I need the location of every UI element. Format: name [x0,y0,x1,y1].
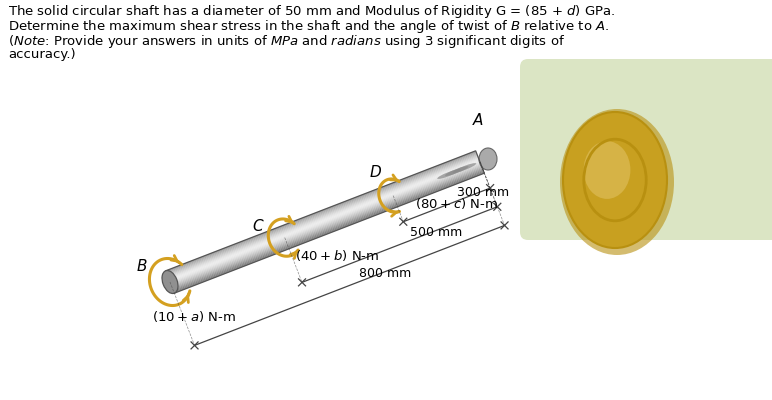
Polygon shape [166,151,476,272]
Text: $(80+c)$ N-m: $(80+c)$ N-m [415,196,499,211]
Polygon shape [171,164,481,284]
Polygon shape [170,161,480,282]
Text: $D$: $D$ [369,164,381,180]
Polygon shape [171,165,482,286]
Text: $C$: $C$ [252,218,265,234]
Ellipse shape [563,112,667,248]
Text: 500 mm: 500 mm [410,226,462,239]
Text: Determine the maximum shear stress in the shaft and the angle of twist of $B$ re: Determine the maximum shear stress in th… [8,18,609,35]
Polygon shape [174,171,484,292]
Polygon shape [166,152,476,273]
Polygon shape [169,160,479,281]
Polygon shape [174,172,484,293]
Polygon shape [169,159,479,280]
Polygon shape [171,163,481,284]
Polygon shape [167,153,477,274]
Text: $B$: $B$ [136,258,147,274]
Polygon shape [172,168,482,289]
Polygon shape [173,170,483,291]
Text: The solid circular shaft has a diameter of 50 mm and Modulus of Rigidity G = (85: The solid circular shaft has a diameter … [8,3,615,20]
Text: $A$: $A$ [472,112,484,128]
Ellipse shape [452,163,476,173]
Polygon shape [173,169,483,290]
Ellipse shape [584,141,631,199]
Text: 800 mm: 800 mm [360,267,411,280]
Polygon shape [170,162,480,283]
Polygon shape [174,172,484,292]
Ellipse shape [479,148,497,170]
Ellipse shape [162,270,178,294]
Polygon shape [171,166,482,286]
Ellipse shape [437,169,461,179]
Polygon shape [173,170,483,290]
Polygon shape [168,158,479,279]
Polygon shape [167,154,477,274]
Polygon shape [168,157,479,278]
Text: ($\it{Note}$: Provide your answers in units of $\it{MPa}$ and $\it{radians}$ usi: ($\it{Note}$: Provide your answers in un… [8,33,565,50]
Ellipse shape [560,109,674,255]
Polygon shape [168,155,478,276]
Polygon shape [168,158,479,278]
Polygon shape [169,160,479,280]
Polygon shape [168,156,478,277]
Polygon shape [167,154,477,275]
Text: 300 mm: 300 mm [457,186,509,200]
Polygon shape [166,152,476,272]
Polygon shape [172,167,482,288]
Ellipse shape [445,166,469,176]
Text: $(40+b)$ N-m: $(40+b)$ N-m [295,248,379,263]
Polygon shape [171,164,481,285]
Polygon shape [171,166,482,287]
Text: $(10+a)$ N-m: $(10+a)$ N-m [152,310,236,324]
Text: accuracy.): accuracy.) [8,48,76,61]
FancyBboxPatch shape [520,59,772,240]
